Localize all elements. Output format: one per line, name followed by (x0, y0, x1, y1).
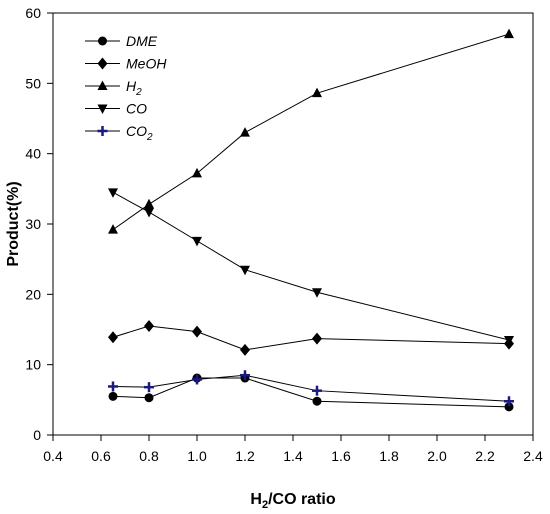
series-co2-point (504, 396, 514, 407)
legend-label-subscript: 2 (135, 87, 142, 98)
y-tick-label: 10 (25, 357, 41, 373)
series-co2 (108, 370, 514, 407)
series-meoh-line (112, 325, 510, 351)
x-tick-label: 2.4 (523, 448, 543, 464)
series-co2-point (192, 374, 202, 385)
series-co-point (108, 188, 118, 198)
x-tick-label: 1.6 (331, 448, 351, 464)
x-tick-label: 1.8 (379, 448, 399, 464)
series-h2-point (108, 224, 118, 234)
legend-label: CO2 (126, 123, 153, 143)
series-co (108, 188, 514, 346)
y-tick-label: 50 (25, 75, 41, 91)
series-co-point (144, 208, 154, 218)
legend-label-main: CO (126, 101, 147, 117)
y-tick-label: 20 (25, 286, 41, 302)
legend-item: CO (85, 101, 147, 117)
x-tick-label: 2.2 (475, 448, 495, 464)
legend-marker (97, 80, 108, 90)
x-axis-title-main: H (250, 491, 262, 508)
legend-label-main: DME (126, 33, 158, 49)
series-h2-point (240, 127, 250, 137)
series-h2-point (504, 28, 514, 39)
series-meoh-point (240, 343, 250, 356)
y-tick-label: 60 (25, 5, 41, 21)
series-h2-point (192, 167, 202, 178)
series-layer (108, 28, 514, 412)
legend-label: CO (126, 101, 147, 117)
series-co2-point (312, 385, 322, 396)
x-tick-label: 2.0 (427, 448, 447, 464)
y-axis: 0 10 20 30 40 50 60 (25, 5, 53, 443)
x-axis-title-rest: /CO ratio (268, 491, 336, 508)
x-axis-title: H2/CO ratio (250, 491, 335, 511)
series-meoh-point (144, 319, 154, 332)
legend-item: H2 (85, 78, 142, 98)
x-tick-label: 0.6 (91, 448, 111, 464)
series-co-point (240, 265, 250, 276)
series-co2-point (240, 370, 250, 381)
y-axis-title: Product(%) (5, 181, 22, 266)
legend-label-main: MeOH (126, 56, 167, 72)
legend-label-subscript: 2 (146, 132, 153, 143)
series-dme-point (312, 396, 322, 406)
series-co-line (112, 191, 510, 341)
series-h2-point (144, 198, 154, 209)
series-meoh-point (312, 332, 322, 345)
series-co2-point (108, 381, 118, 392)
series-dme-point (108, 391, 118, 401)
y-tick-label: 30 (25, 216, 41, 232)
legend-label-main: H (126, 78, 137, 94)
x-tick-label: 1.4 (283, 448, 303, 464)
series-dme-point (144, 393, 154, 403)
series-co2-line (112, 374, 510, 402)
x-axis: 0.4 0.6 0.8 1.0 1.2 1.4 1.6 1.8 2.0 2.2 2.4 (43, 435, 543, 464)
x-tick-label: 1.2 (235, 448, 255, 464)
series-co-point (312, 288, 322, 298)
series-meoh-point (108, 331, 118, 344)
legend-marker (97, 104, 108, 114)
legend-item: MeOH (85, 56, 167, 72)
x-tick-label: 0.4 (43, 448, 63, 464)
legend-marker (97, 126, 108, 136)
series-meoh-point (192, 325, 202, 338)
series-co-point (192, 236, 202, 247)
x-tick-label: 1.0 (187, 448, 207, 464)
legend-marker (97, 57, 108, 70)
legend-item: CO2 (85, 123, 153, 143)
legend-marker (98, 36, 107, 46)
series-dme-point (504, 402, 514, 412)
y-tick-label: 0 (33, 427, 41, 443)
legend-label: DME (126, 33, 158, 49)
series-meoh (108, 319, 514, 356)
legend-label-main: CO (126, 123, 147, 139)
series-dme-line (112, 377, 510, 408)
y-tick-label: 40 (25, 146, 41, 162)
legend-label: H2 (126, 78, 142, 98)
x-tick-label: 0.8 (139, 448, 159, 464)
legend-label: MeOH (126, 56, 167, 72)
series-co2-point (144, 382, 154, 393)
series-co-point (504, 336, 514, 346)
legend-item: DME (85, 33, 158, 49)
series-h2-point (312, 87, 322, 98)
x-axis-title-subscript: 2 (262, 499, 268, 511)
